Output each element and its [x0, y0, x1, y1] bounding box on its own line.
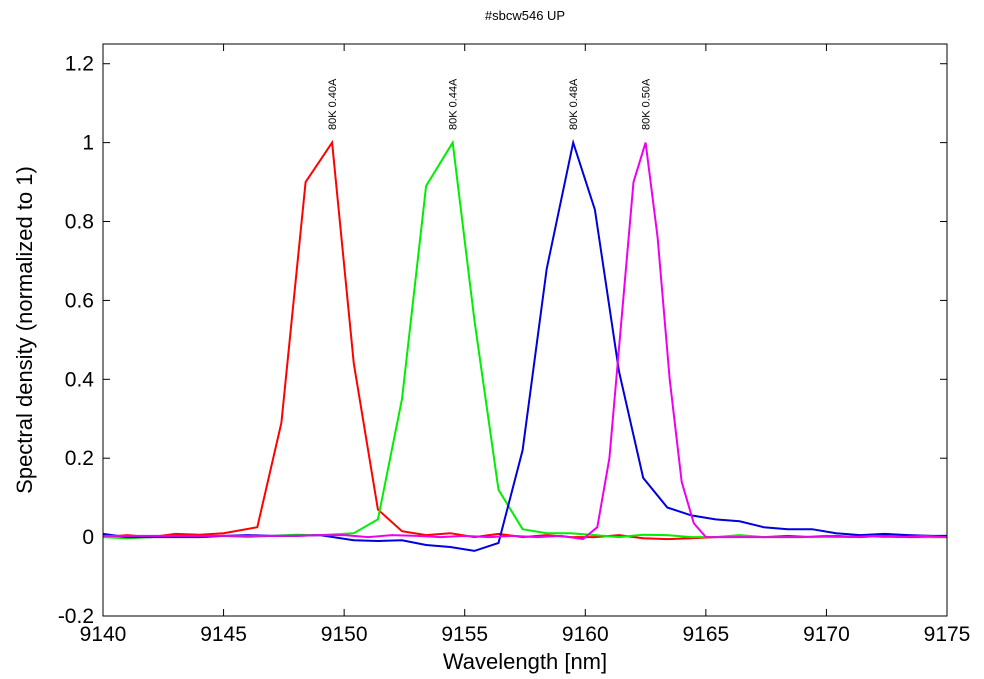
plot-frame [102, 43, 948, 617]
y-tick-label: 1 [82, 132, 94, 155]
y-tick-label: 0.2 [65, 447, 94, 470]
y-tick-label: 1.2 [65, 53, 94, 76]
y-tick-label: 0 [82, 526, 94, 549]
x-tick-label: 9145 [200, 623, 247, 646]
peak-label-3: 80K 0.48A [568, 78, 580, 130]
x-tick-label: 9140 [80, 623, 127, 646]
x-ticks: 9140 9145 9150 9155 9160 9165 9170 9175 [80, 44, 971, 646]
y-axis-label: Spectral density (normalized to 1) [12, 166, 37, 494]
x-tick-label: 9155 [441, 623, 488, 646]
x-tick-label: 9170 [803, 623, 850, 646]
y-tick-label: 0.4 [65, 368, 95, 391]
x-tick-label: 9160 [562, 623, 609, 646]
x-axis-label: Wavelength [nm] [443, 649, 607, 674]
y-tick-label: -0.2 [58, 605, 94, 628]
x-tick-label: 9150 [321, 623, 368, 646]
y-ticks: -0.2 0 0.2 0.4 0.6 0.8 1 1.2 [58, 53, 947, 628]
y-tick-label: 0.8 [65, 211, 94, 234]
x-tick-label: 9165 [682, 623, 729, 646]
series-line-4 [103, 142, 948, 541]
x-tick-label: 9175 [924, 623, 971, 646]
y-tick-label: 0.6 [65, 289, 94, 312]
peak-label-1: 80K 0.40A [327, 78, 339, 130]
peak-label-4: 80K 0.50A [641, 78, 653, 130]
peak-annotations: 80K 0.40A 80K 0.44A 80K 0.48A 80K 0.50A [327, 78, 652, 130]
chart-title: #sbcw546 UP [485, 8, 565, 23]
peak-label-2: 80K 0.44A [448, 78, 460, 130]
series-lines [102, 138, 948, 552]
